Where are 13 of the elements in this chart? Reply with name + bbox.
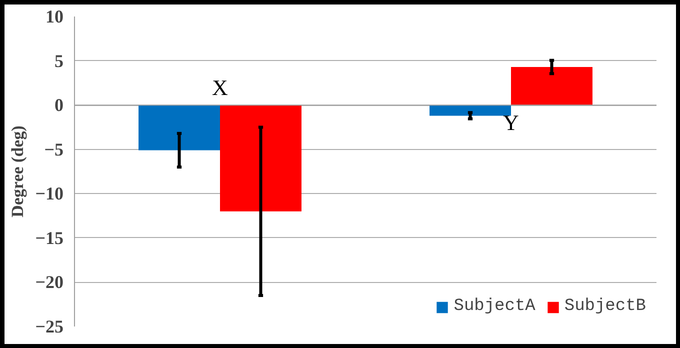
y-tick-label: 10 [46,6,64,26]
legend-label: SubjectA [454,297,536,316]
y-tick-label: −20 [35,272,64,292]
y-tick-label: −10 [35,184,64,204]
y-tick-label: −15 [35,228,64,248]
x-tick-label: Y [503,110,520,136]
x-tick-label: X [212,74,228,100]
y-tick-label: 5 [54,50,64,71]
y-tick-label: −25 [35,316,64,336]
y-tick-label: −5 [44,139,64,160]
y-axis-title: Degree (deg) [8,126,28,218]
legend-label: SubjectB [564,297,646,316]
y-tick-label: 0 [54,95,64,116]
